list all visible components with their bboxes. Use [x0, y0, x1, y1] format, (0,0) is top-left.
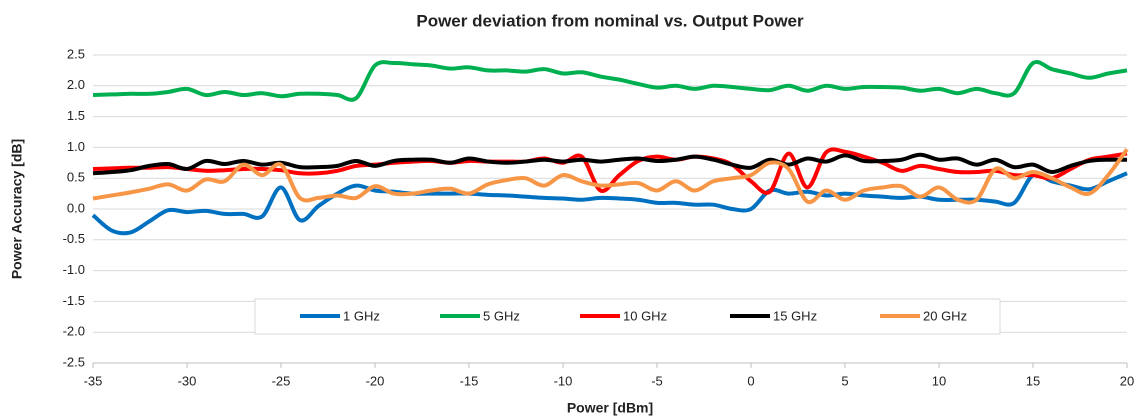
x-tick-label: 10 — [932, 373, 946, 388]
y-tick-label: 2.0 — [67, 77, 85, 92]
x-tick-label: 20 — [1120, 373, 1134, 388]
legend-label: 15 GHz — [773, 308, 817, 323]
y-axis-title: Power Accuracy [dB] — [9, 139, 25, 279]
legend-box — [254, 298, 1001, 335]
data-line — [92, 60, 1128, 102]
data-line — [92, 152, 1128, 176]
y-tick-label: -0.5 — [63, 231, 85, 246]
legend-label: 10 GHz — [623, 308, 667, 323]
x-tick-label: -15 — [460, 373, 479, 388]
x-tick-label: -5 — [651, 373, 663, 388]
legend-label: 20 GHz — [923, 308, 967, 323]
x-tick-label: 0 — [747, 373, 754, 388]
legend-label: 5 GHz — [483, 308, 520, 323]
y-tick-label: 1.0 — [67, 139, 85, 154]
y-tick-label: 0.5 — [67, 170, 85, 185]
y-tick-label: 2.5 — [67, 46, 85, 61]
y-tick-label: 1.5 — [67, 108, 85, 123]
y-tick-label: 0.0 — [67, 200, 85, 215]
y-tick-label: -2.5 — [63, 354, 85, 369]
y-tick-label: -2.0 — [63, 324, 85, 339]
x-tick-label: -35 — [84, 373, 103, 388]
y-tick-label: -1.5 — [63, 293, 85, 308]
x-tick-label: 5 — [841, 373, 848, 388]
legend-label: 1 GHz — [343, 308, 380, 323]
x-axis-title: Power [dBm] — [567, 400, 653, 416]
x-tick-label: -20 — [366, 373, 385, 388]
x-tick-label: -30 — [178, 373, 197, 388]
chart-title: Power deviation from nominal vs. Output … — [416, 11, 804, 30]
x-tick-label: -25 — [272, 373, 291, 388]
y-tick-label: -1.0 — [63, 262, 85, 277]
data-line — [92, 148, 1129, 205]
x-tick-label: -10 — [554, 373, 573, 388]
x-tick-label: 15 — [1026, 373, 1040, 388]
